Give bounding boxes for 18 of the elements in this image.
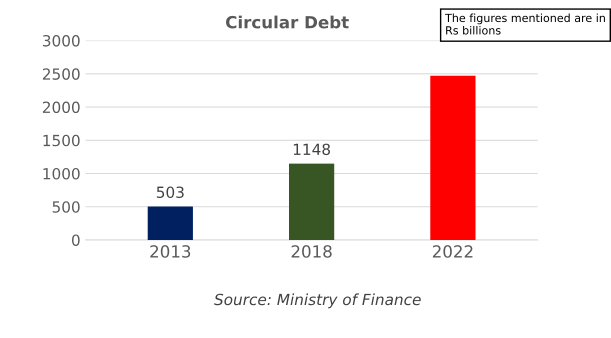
y-tick-label: 0 xyxy=(72,234,80,246)
bar xyxy=(148,206,193,240)
data-label: 503 xyxy=(156,186,184,198)
y-tick-label: 1000 xyxy=(43,168,80,180)
source-note: Source: Ministry of Finance xyxy=(214,293,421,308)
data-label: 1148 xyxy=(294,144,330,156)
x-tick-label: 2013 xyxy=(150,245,190,258)
bar xyxy=(430,76,476,240)
y-tick-label: 2000 xyxy=(42,102,80,114)
y-tick-label: 500 xyxy=(52,201,80,213)
chart-title: Circular Debt xyxy=(226,16,349,28)
y-tick-label: 1500 xyxy=(43,134,80,146)
y-tick-label: 3000 xyxy=(42,35,80,47)
text: The figures mentioned are in Rs billions xyxy=(445,14,605,35)
x-tick-label: 2022 xyxy=(432,245,472,258)
x-tick-label: 2018 xyxy=(292,245,332,258)
bar xyxy=(289,164,334,240)
y-tick-label: 2500 xyxy=(42,68,80,80)
